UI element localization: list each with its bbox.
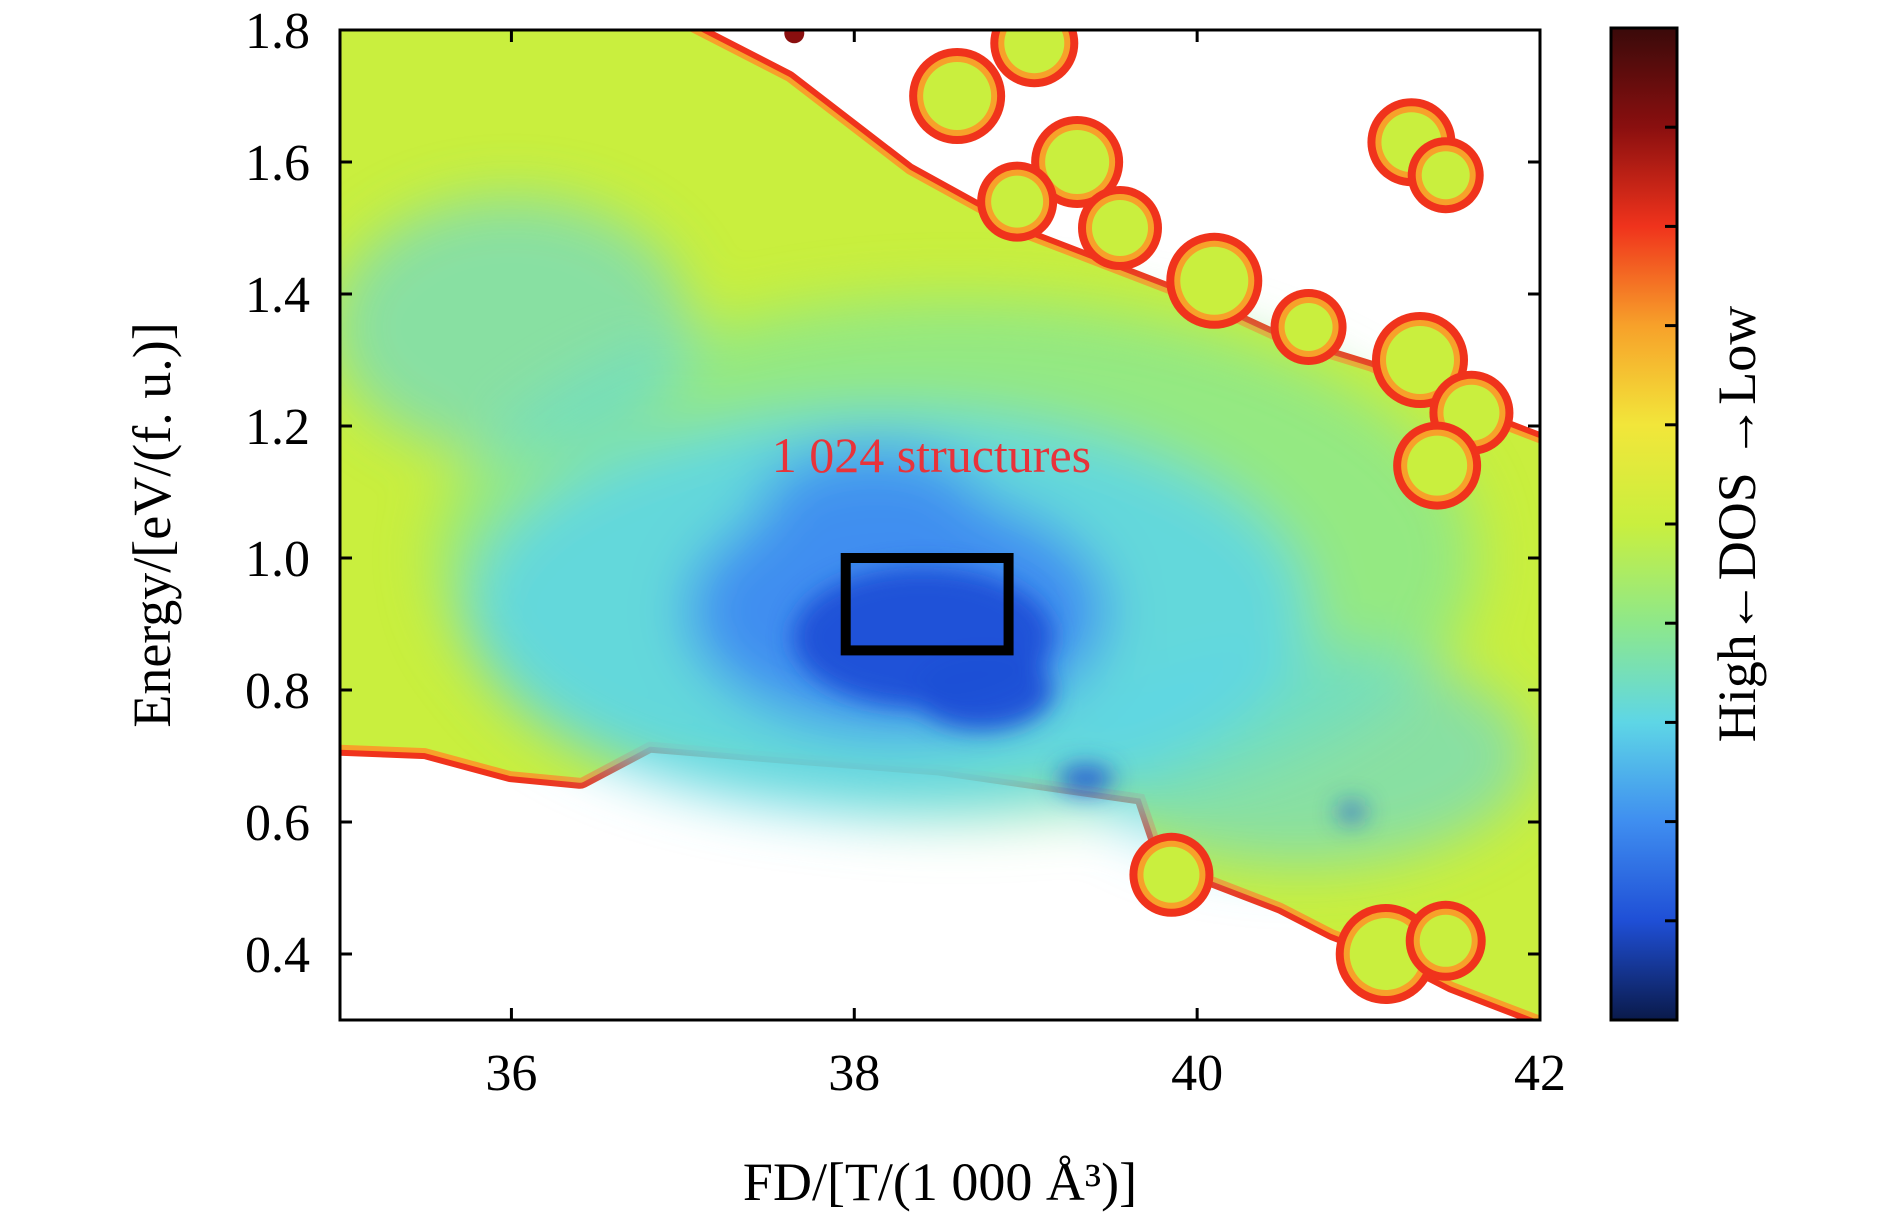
- blob-core: [1407, 435, 1468, 496]
- cyan-zone-right: [1070, 646, 1530, 866]
- blob-core: [1284, 303, 1333, 351]
- blob-core: [1386, 326, 1454, 394]
- axes: 36 38 40 42 0.4 0.6 0.8 1.0 1.2 1.4 1.6 1.8 FD/[T/(1…: [122, 3, 1566, 1212]
- y-tick-label: 1.8: [245, 3, 310, 60]
- y-tick-label: 0.6: [245, 795, 310, 852]
- y-tick-label: 0.4: [245, 927, 310, 984]
- x-tick-label: 38: [828, 1045, 880, 1102]
- blue-spot: [1057, 765, 1114, 794]
- y-axis-label: Energy/[eV/(f. u.)]: [122, 322, 182, 727]
- y-tick-label: 1.4: [245, 267, 310, 324]
- x-tick-label: 36: [485, 1045, 537, 1102]
- x-tick-label: 40: [1171, 1045, 1223, 1102]
- lightblue-upper: [761, 445, 982, 566]
- blue-core-lower: [912, 650, 1053, 730]
- cyan-zone-left: [340, 197, 692, 457]
- y-tick-label: 1.6: [245, 135, 310, 192]
- y-tick-label: 1.0: [245, 531, 310, 588]
- blob-core: [1004, 30, 1065, 74]
- y-tick-label: 0.8: [245, 663, 310, 720]
- high-density-core: [792, 567, 1366, 823]
- dark-red-spot: [784, 30, 805, 44]
- blob-core: [1421, 151, 1470, 200]
- plot-overlays: 1 024 structures: [772, 427, 1091, 656]
- blob-core: [923, 62, 992, 130]
- annotation-label: 1 024 structures: [772, 427, 1091, 483]
- blob-core: [1092, 200, 1148, 256]
- blob-core: [1180, 246, 1249, 315]
- x-tick-label: 42: [1514, 1045, 1566, 1102]
- blob-core: [1419, 914, 1472, 967]
- heatmap-plot-area: [340, 30, 1540, 1020]
- highlight-box: [840, 553, 1014, 656]
- y-tick-label: 1.2: [245, 399, 310, 456]
- colorbar-label: High←DOS →Low: [1707, 306, 1767, 743]
- blob-core: [1143, 846, 1200, 903]
- blue-spot-right: [1337, 802, 1366, 823]
- x-axis-label: FD/[T/(1 000 Å³)]: [743, 1152, 1137, 1212]
- blob-core: [1045, 130, 1110, 194]
- plot-frame: [338, 28, 1542, 1022]
- blob-core: [991, 175, 1044, 228]
- blob-core: [1349, 918, 1422, 990]
- colorbar: High←DOS →Low: [1609, 26, 1767, 1022]
